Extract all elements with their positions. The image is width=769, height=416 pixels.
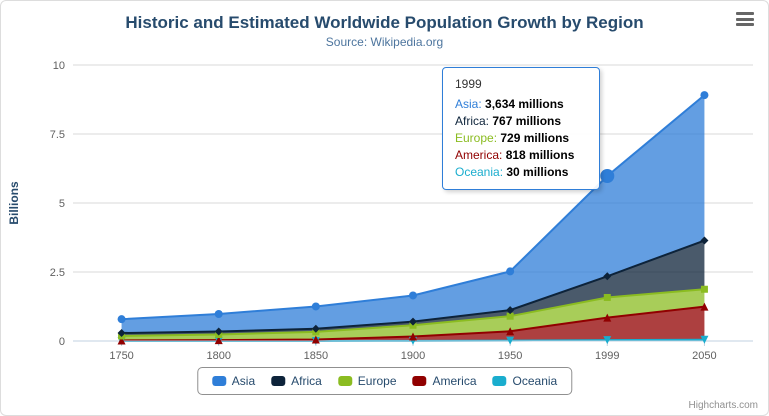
hamburger-icon	[736, 12, 754, 15]
y-axis-tick-label: 7.5	[50, 129, 65, 141]
area-series-america[interactable]	[121, 306, 705, 341]
x-axis-tick-label: 2050	[692, 350, 716, 362]
marker-america-1800[interactable]	[214, 336, 223, 345]
legend-symbol-europe	[337, 376, 352, 386]
tooltip: 1999 Asia: 3,634 millions Africa: 767 mil…	[442, 67, 600, 190]
marker-europe-2050[interactable]	[700, 285, 708, 293]
x-axis-tick-label: 1900	[401, 350, 425, 362]
marker-oceania-2050[interactable]	[700, 335, 709, 344]
x-axis-tick-label: 1999	[595, 350, 619, 362]
legend-symbol-oceania	[492, 376, 507, 386]
x-axis-tick-label: 1750	[109, 350, 133, 362]
marker-oceania-1950[interactable]	[506, 336, 515, 345]
marker-africa-1999[interactable]	[603, 272, 612, 281]
legend-label: Asia	[231, 374, 256, 388]
legend-label: America	[432, 374, 477, 388]
chart-subtitle: Source: Wikipedia.org	[325, 35, 444, 49]
x-axis-tick-label: 1950	[498, 350, 522, 362]
legend-item-europe[interactable]: Europe	[337, 374, 397, 388]
tooltip-series-name: America:	[455, 148, 506, 162]
tooltip-series-value: 729 millions	[500, 131, 570, 145]
marker-america-1900[interactable]	[409, 332, 417, 341]
x-axis-tick-label: 1850	[304, 350, 328, 362]
y-axis-tick-label: 2.5	[50, 267, 65, 279]
legend-label: Europe	[357, 374, 397, 388]
marker-europe-1999[interactable]	[603, 293, 611, 301]
marker-america-1950[interactable]	[506, 327, 515, 336]
tooltip-series-name: Asia:	[455, 97, 486, 111]
y-axis-tick-label: 0	[59, 336, 65, 348]
marker-america-1750[interactable]	[117, 336, 126, 345]
legend-symbol-america	[412, 376, 427, 386]
tooltip-header: 1999	[455, 77, 482, 91]
hamburger-icon	[736, 17, 754, 21]
tooltip-row-asia: Asia: 3,634 millions	[455, 96, 587, 113]
marker-oceania-1999[interactable]	[603, 336, 612, 345]
marker-africa-1750[interactable]	[117, 329, 126, 338]
chart-title: Historic and Estimated Worldwide Populat…	[125, 13, 644, 32]
marker-asia-1850[interactable]	[311, 302, 320, 311]
y-axis-title: Billions	[7, 181, 21, 225]
tooltip-row-europe: Europe: 729 millions	[455, 130, 587, 147]
area-series-asia[interactable]	[121, 95, 705, 334]
tooltip-row-america: America: 818 millions	[455, 147, 587, 164]
marker-asia-1950[interactable]	[506, 267, 515, 276]
tooltip-series-value: 30 millions	[506, 165, 569, 179]
tooltip-row-africa: Africa: 767 millions	[455, 113, 587, 130]
marker-africa-1900[interactable]	[409, 317, 417, 326]
y-axis-tick-label: 10	[53, 60, 65, 72]
marker-africa-1850[interactable]	[311, 324, 320, 333]
tooltip-series-value: 767 millions	[492, 114, 562, 128]
area-series-africa[interactable]	[121, 240, 705, 336]
legend-label: Africa	[291, 374, 322, 388]
marker-asia-1800[interactable]	[214, 310, 223, 319]
legend-symbol-asia	[211, 376, 226, 386]
marker-america-1999[interactable]	[603, 313, 612, 322]
legend-symbol-africa	[271, 376, 286, 386]
tooltip-series-value: 3,634 millions	[485, 97, 564, 111]
y-axis-tick-label: 5	[59, 198, 65, 210]
legend-item-africa[interactable]: Africa	[271, 374, 322, 388]
export-menu-button[interactable]	[734, 10, 756, 28]
marker-america-1850[interactable]	[311, 335, 320, 344]
legend: Asia Africa Europe America Oceania	[196, 367, 573, 395]
marker-asia-1750[interactable]	[117, 315, 126, 324]
marker-europe-1950[interactable]	[506, 312, 514, 320]
marker-africa-1800[interactable]	[214, 327, 223, 336]
credits-link[interactable]: Highcharts.com	[688, 400, 758, 411]
tooltip-series-name: Europe:	[455, 131, 501, 145]
legend-label: Oceania	[512, 374, 558, 388]
tooltip-rows: Asia: 3,634 millions Africa: 767 millions…	[455, 96, 587, 181]
tooltip-row-oceania: Oceania: 30 millions	[455, 164, 587, 181]
legend-item-america[interactable]: America	[412, 374, 477, 388]
marker-africa-1950[interactable]	[506, 306, 515, 315]
legend-item-asia[interactable]: Asia	[211, 374, 256, 388]
marker-america-2050[interactable]	[700, 302, 709, 311]
hamburger-icon	[736, 23, 754, 26]
tooltip-series-name: Africa:	[455, 114, 493, 128]
x-axis-tick-label: 1800	[206, 350, 230, 362]
marker-asia-1999-hovered[interactable]	[600, 169, 615, 184]
tooltip-series-name: Oceania:	[455, 165, 507, 179]
marker-africa-2050[interactable]	[700, 236, 709, 245]
tooltip-series-value: 818 millions	[505, 148, 575, 162]
marker-asia-1900[interactable]	[409, 291, 417, 300]
marker-asia-2050[interactable]	[700, 91, 709, 100]
legend-item-oceania[interactable]: Oceania	[492, 374, 558, 388]
